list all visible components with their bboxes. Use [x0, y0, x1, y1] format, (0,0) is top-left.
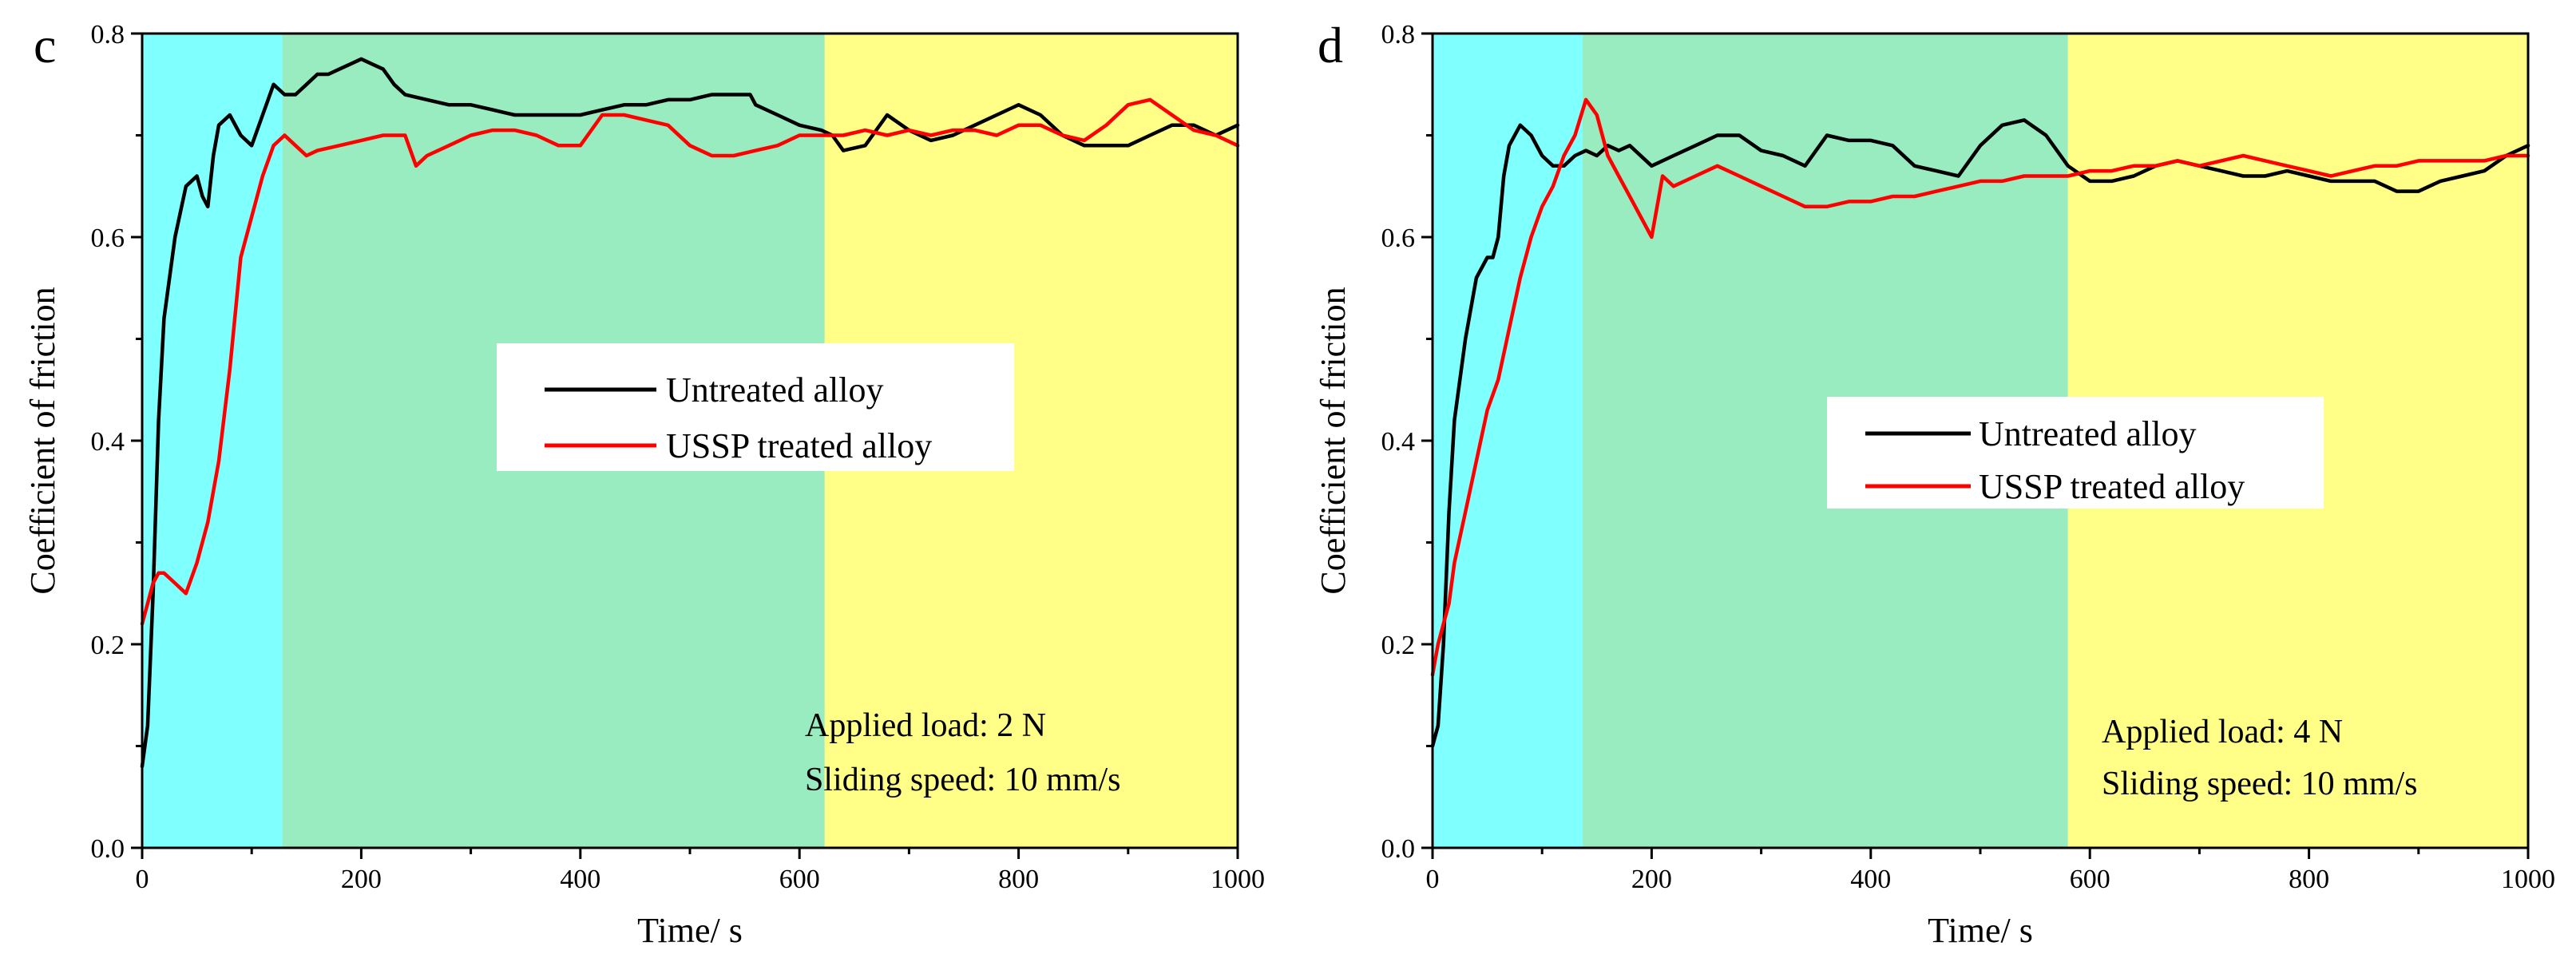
- annotation-load: Applied load: 4 N: [2102, 714, 2343, 750]
- x-tick-label: 200: [1631, 865, 1672, 894]
- series-line-ussp: [1430, 97, 2530, 677]
- y-axis-title: Coefficient of friction: [23, 287, 62, 594]
- x-tick-label: 800: [998, 865, 1039, 894]
- x-tick-label: 400: [1850, 865, 1891, 894]
- legend-label-ussp: USSP treated alloy: [666, 426, 932, 465]
- panel-label: d: [1318, 17, 1343, 73]
- legend: Untreated alloy USSP treated alloy: [1827, 397, 2324, 509]
- x-tick-label: 0: [1426, 865, 1440, 894]
- y-tick-label: 0.4: [91, 427, 125, 457]
- legend-box: [1827, 397, 2324, 509]
- legend-label-untreated: Untreated alloy: [666, 370, 883, 410]
- panel-label: c: [34, 17, 56, 73]
- x-tick-label: 200: [341, 865, 382, 894]
- x-tick-label: 800: [2289, 865, 2329, 894]
- y-tick-label: 0.4: [1381, 427, 1416, 457]
- annotation-speed: Sliding speed: 10 mm/s: [805, 762, 1121, 798]
- x-tick-label: 600: [779, 865, 820, 894]
- x-tick-label: 400: [560, 865, 600, 894]
- y-tick-label: 0.0: [91, 834, 125, 864]
- chart-panel-c: 0 200 400 600 800 1000 0.0 0.2 0.4 0.6 0.8 Time/ s C…: [23, 17, 1265, 950]
- x-tick-label: 1000: [2501, 865, 2555, 894]
- series-line-ussp: [140, 97, 1240, 626]
- legend: Untreated alloy USSP treated alloy: [497, 343, 1014, 471]
- annotation-load: Applied load: 2 N: [805, 707, 1046, 744]
- x-axis-title: Time/ s: [637, 911, 743, 950]
- legend-box: [497, 343, 1014, 471]
- y-tick-label: 0.2: [1381, 631, 1416, 660]
- y-tick-label: 0.2: [91, 631, 125, 660]
- series-line-untreated: [140, 57, 1240, 769]
- x-axis-title: Time/ s: [1928, 911, 2033, 950]
- series-line-untreated: [1430, 118, 2530, 748]
- y-tick-label: 0.6: [1381, 224, 1416, 253]
- y-tick-label: 0.6: [91, 224, 125, 253]
- chart-panel-d: 0 200 400 600 800 1000 0.0 0.2 0.4 0.6 0.8 Time/ s C…: [1314, 17, 2555, 950]
- annotation-speed: Sliding speed: 10 mm/s: [2102, 766, 2418, 802]
- x-tick-label: 0: [136, 865, 149, 894]
- y-axis-title: Coefficient of friction: [1314, 287, 1353, 594]
- legend-label-untreated: Untreated alloy: [1979, 414, 2196, 453]
- legend-label-ussp: USSP treated alloy: [1979, 467, 2245, 506]
- y-tick-label: 0.8: [91, 20, 125, 49]
- y-tick-label: 0.8: [1381, 20, 1416, 49]
- x-tick-label: 600: [2070, 865, 2110, 894]
- x-tick-label: 1000: [1211, 865, 1265, 894]
- y-tick-label: 0.0: [1381, 834, 1416, 864]
